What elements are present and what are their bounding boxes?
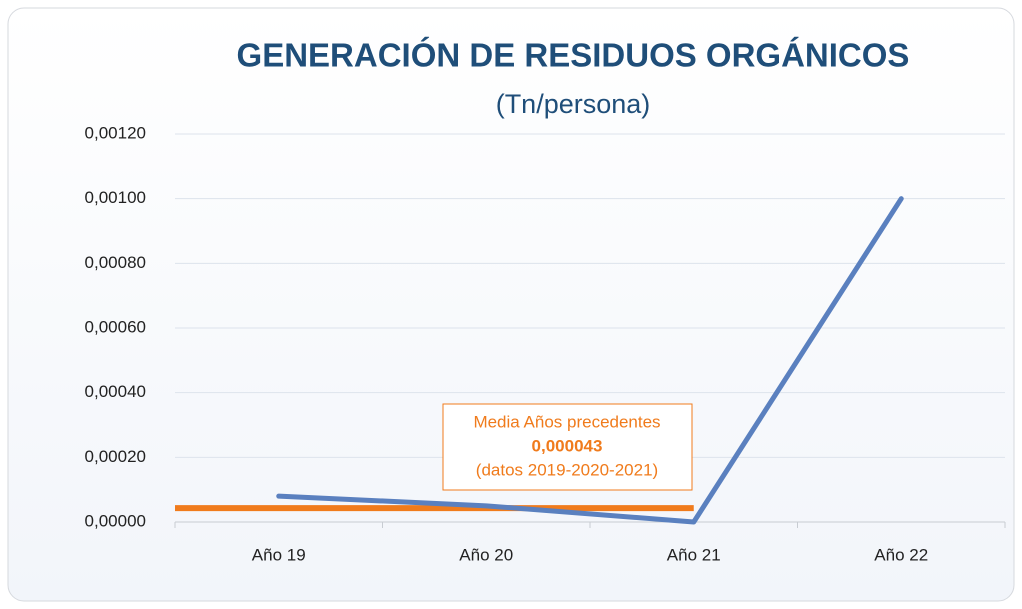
mean-box — [442, 403, 693, 491]
mean-note: (datos 2019-2020-2021) — [476, 460, 658, 479]
x-tick-label: Año 20 — [459, 545, 513, 564]
data-line — [276, 196, 904, 525]
y-tick-label: 0,00120 — [85, 123, 146, 142]
y-tick-label: 0,00060 — [85, 317, 146, 336]
x-tick-label: Año 22 — [874, 545, 928, 564]
y-tick-label: 0,00040 — [85, 382, 146, 401]
y-tick-label: 0,00020 — [85, 447, 146, 466]
card — [7, 7, 1015, 602]
chart-title: GENERACIÓN DE RESIDUOS ORGÁNICOS — [237, 37, 910, 74]
x-tick-label: Año 19 — [252, 545, 306, 564]
mean-title: Media Años precedentes — [473, 412, 660, 431]
mean-value: 0,000043 — [532, 436, 603, 455]
y-tick-label: 0,00000 — [85, 511, 146, 530]
x-tick-label: Año 21 — [667, 545, 721, 564]
y-tick-label: 0,00080 — [85, 253, 146, 272]
chart-subtitle: (Tn/persona) — [496, 89, 651, 119]
y-tick-label: 0,00100 — [85, 188, 146, 207]
